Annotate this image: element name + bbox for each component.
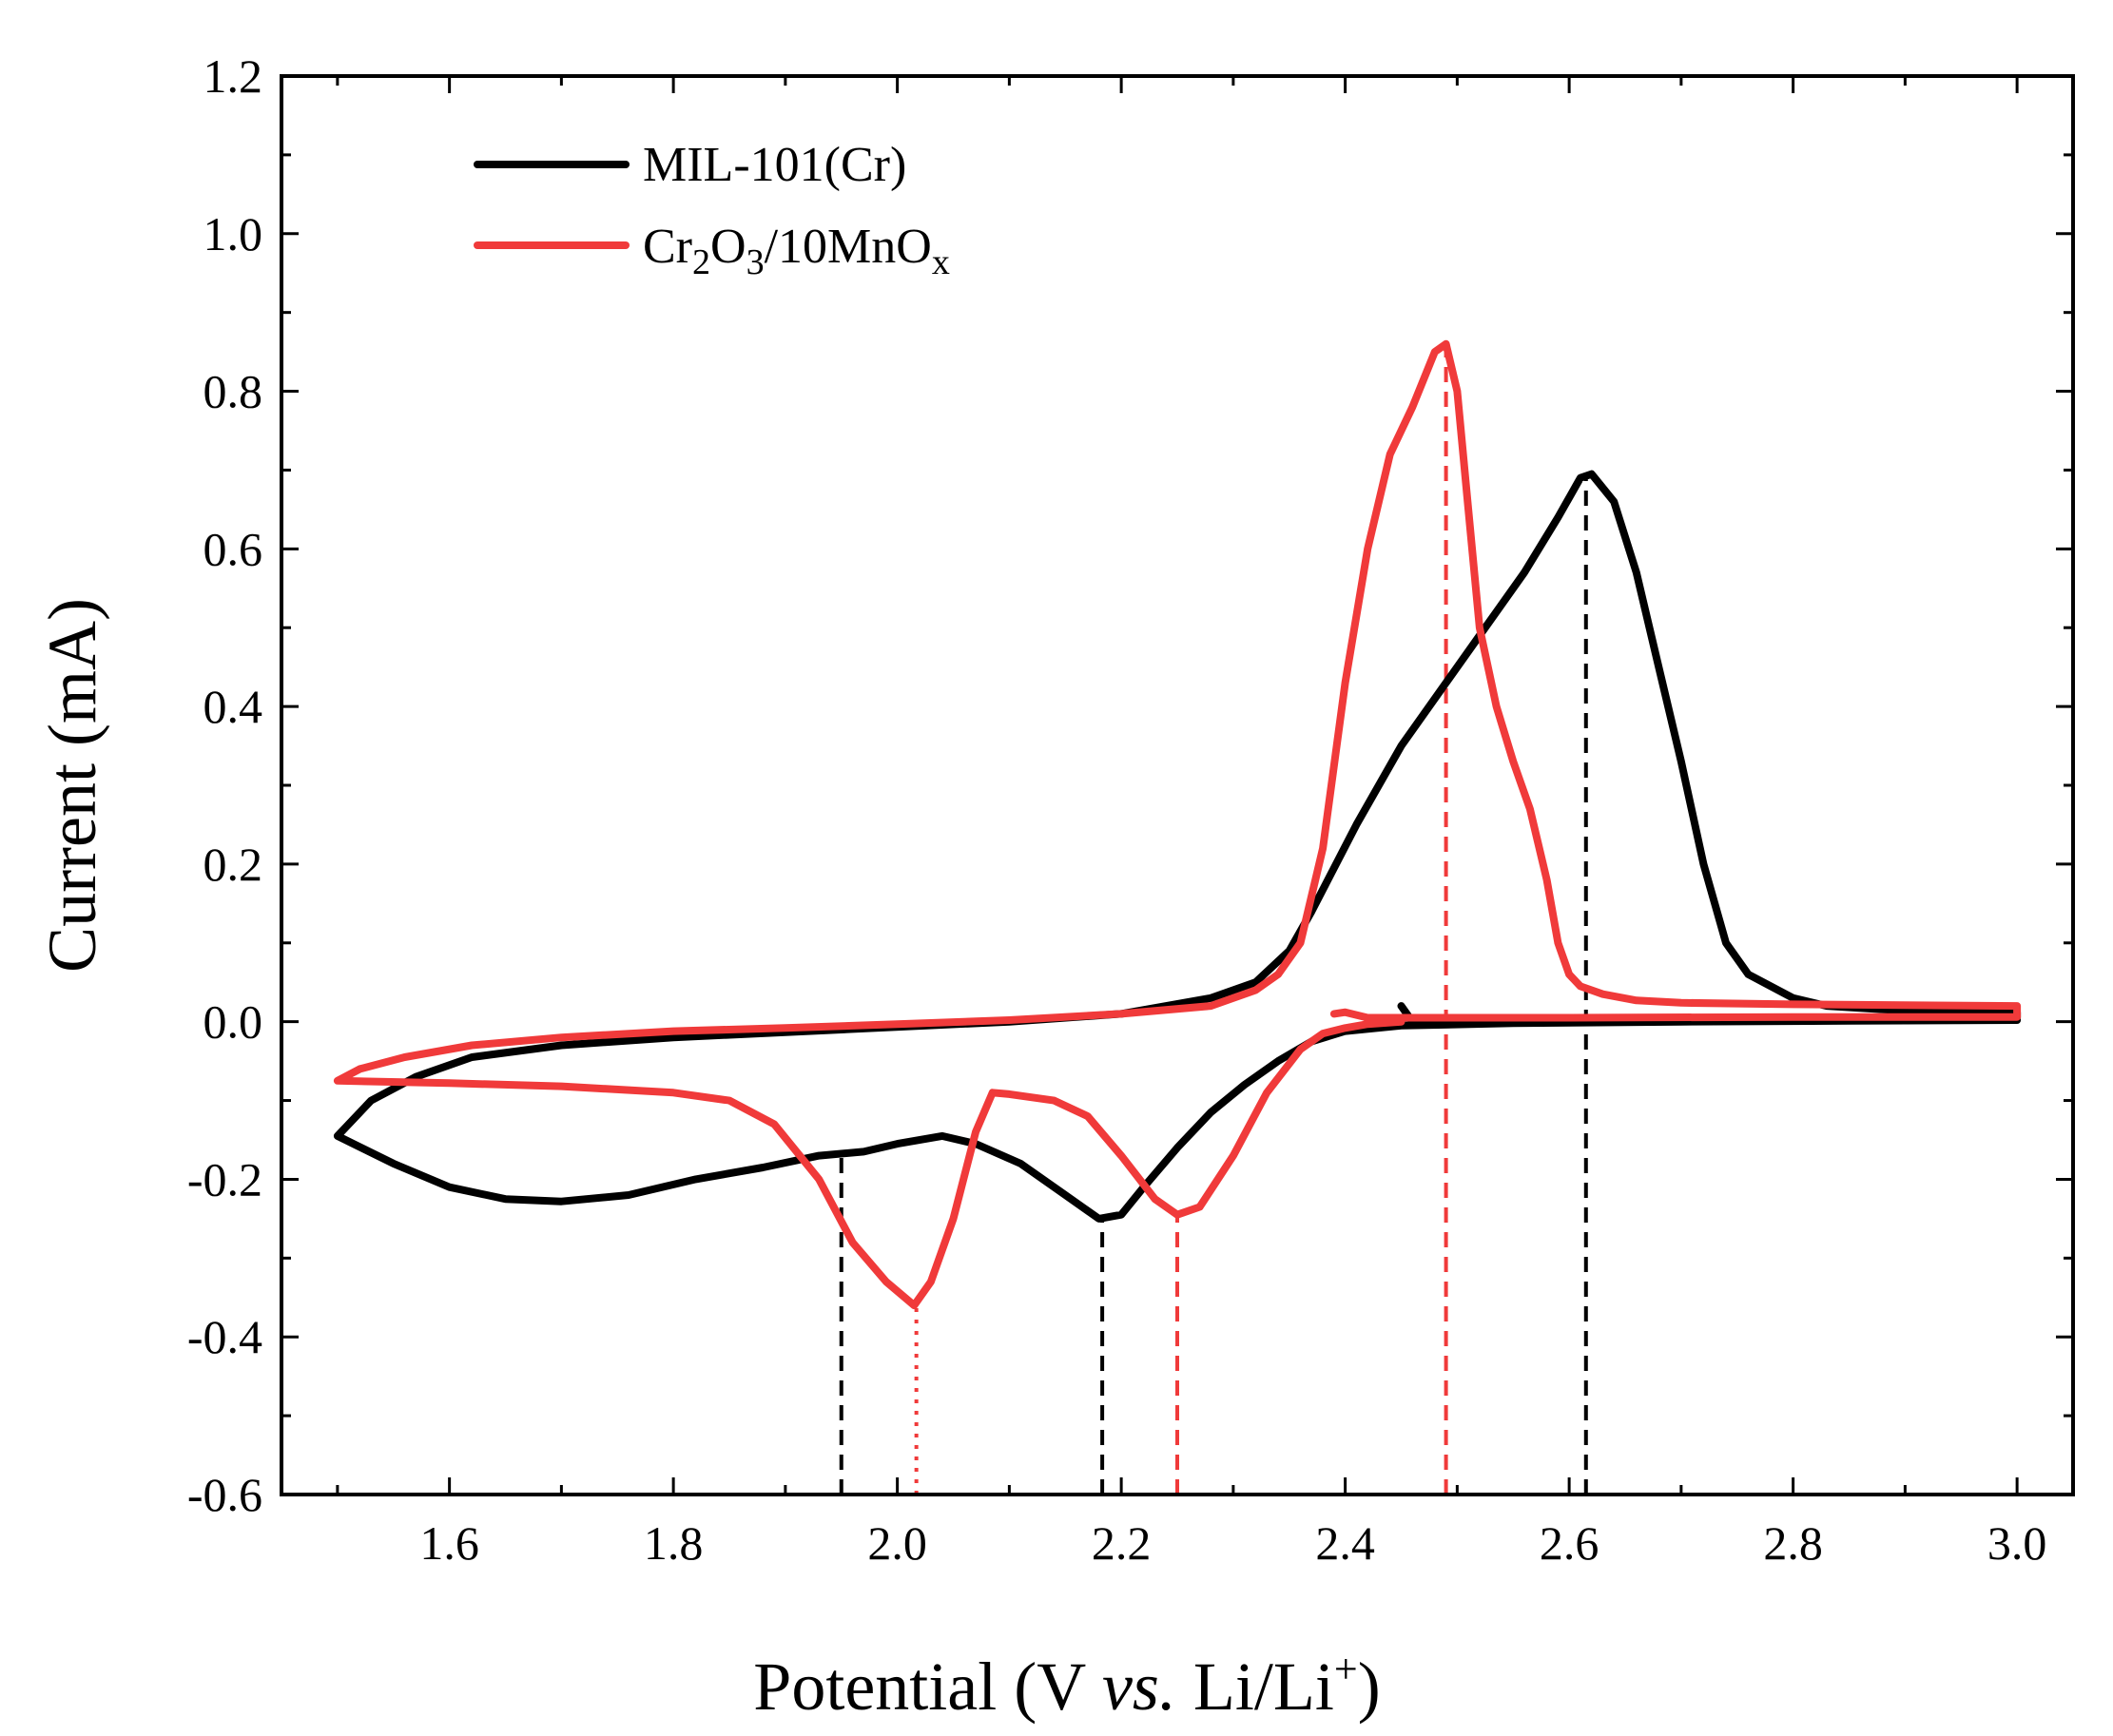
x-tick-label: 1.6	[419, 1516, 479, 1570]
y-tick-label: 0.2	[204, 838, 263, 891]
x-tick-label: 2.6	[1540, 1516, 1599, 1570]
axis-ticks	[281, 74, 2073, 1496]
legend-label-mil101: MIL-101(Cr)	[643, 138, 906, 192]
y-tick-label: 0.8	[204, 365, 263, 418]
x-tick-labels: 1.6 1.8 2.0 2.2 2.4 2.6 2.8 3.0	[419, 1516, 2046, 1570]
x-tick-label: 2.0	[867, 1516, 927, 1570]
y-tick-label: 0.6	[204, 522, 263, 575]
y-tick-label: 1.2	[204, 49, 263, 103]
series-line-mil-101-cr	[333, 470, 2022, 1223]
y-tick-label: 1.0	[204, 207, 263, 260]
y-tick-label: 0.0	[204, 995, 263, 1049]
legend: MIL-101(Cr) Cr2O3/10MnOx	[474, 138, 950, 282]
legend-label-cr2o3: Cr2O3/10MnOx	[643, 220, 950, 282]
series-group	[333, 339, 2022, 1310]
y-tick-label: -0.2	[187, 1152, 262, 1206]
x-tick-label: 2.4	[1315, 1516, 1375, 1570]
x-tick-label: 3.0	[1987, 1516, 2047, 1570]
peak-markers	[839, 343, 1588, 1495]
y-tick-labels: -0.6 -0.4 -0.2 0.0 0.2 0.4 0.6 0.8 1.0 1.2	[187, 49, 262, 1521]
x-axis-title: Potential (V vs. Li/Li+)	[753, 1646, 1380, 1725]
y-tick-label: -0.4	[187, 1310, 262, 1363]
y-tick-label: -0.6	[187, 1468, 262, 1521]
series-line-cr2o3-10mnox	[333, 339, 2022, 1310]
y-axis-title: Current (mA)	[34, 598, 110, 973]
x-tick-label: 2.2	[1092, 1516, 1152, 1570]
x-tick-label: 1.8	[644, 1516, 704, 1570]
y-tick-label: 0.4	[204, 680, 263, 733]
x-tick-label: 2.8	[1763, 1516, 1823, 1570]
